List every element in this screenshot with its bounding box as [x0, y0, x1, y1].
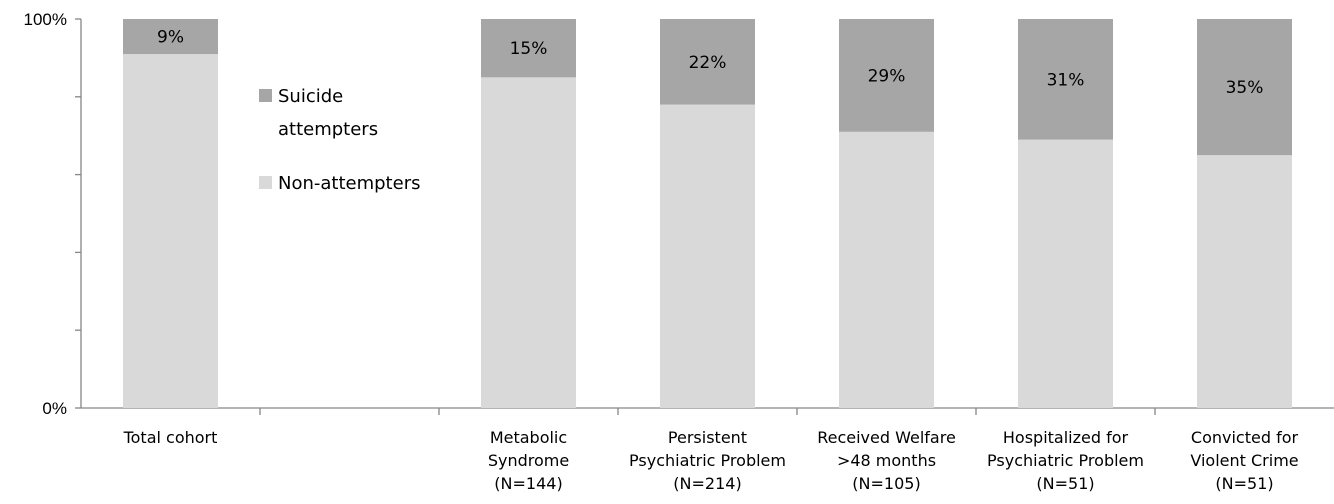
- x-category-label: Metabolic: [490, 428, 567, 447]
- bar-non-attempters: [123, 54, 218, 408]
- bar-suicide-attempters: [839, 19, 934, 132]
- data-label: 9%: [157, 28, 184, 48]
- legend-swatch-suicide-attempters: [259, 89, 272, 102]
- data-label: 29%: [868, 66, 906, 86]
- chart-legend: Suicide attempters Non-attempters: [259, 86, 420, 194]
- bar-non-attempters: [1018, 139, 1113, 408]
- bar-suicide-attempters: [1197, 19, 1292, 156]
- x-category-label: Syndrome: [488, 451, 569, 470]
- bar-suicide-attempters: [660, 19, 755, 105]
- x-category-label: Violent Crime: [1190, 451, 1298, 470]
- bar-non-attempters: [660, 104, 755, 408]
- bar-non-attempters: [1197, 155, 1292, 408]
- chart-bars: [123, 19, 1292, 408]
- x-category-label: (N=51): [1036, 474, 1094, 493]
- legend-label-non-attempters: Non-attempters: [278, 173, 420, 194]
- data-label: 15%: [510, 39, 548, 59]
- bar-non-attempters: [839, 131, 934, 408]
- bar-suicide-attempters: [481, 19, 576, 78]
- y-tick-label-max: 100%: [24, 10, 67, 29]
- x-category-label: Persistent: [668, 428, 747, 447]
- x-category-label: Psychiatric Problem: [987, 451, 1144, 470]
- legend-label-suicide-attempters: attempters: [278, 119, 378, 140]
- x-category-label: Received Welfare: [817, 428, 956, 447]
- x-category-label: Convicted for: [1191, 428, 1299, 447]
- bar-suicide-attempters: [1018, 19, 1113, 140]
- bar-suicide-attempters: [123, 19, 218, 55]
- legend-label-suicide-attempters: Suicide: [278, 86, 343, 107]
- chart-labels: 9% Total cohort 15% Metabolic Syndrome (N=144…: [123, 28, 1299, 493]
- y-tick-label-min: 0%: [42, 399, 67, 418]
- data-label: 22%: [689, 53, 727, 73]
- legend-swatch-non-attempters: [259, 176, 272, 189]
- x-category-label: (N=214): [673, 474, 741, 493]
- x-category-label: >48 months: [837, 451, 936, 470]
- x-category-label: (N=51): [1215, 474, 1273, 493]
- bar-non-attempters: [481, 77, 576, 408]
- x-category-label: Total cohort: [123, 428, 218, 447]
- x-category-label: Psychiatric Problem: [629, 451, 786, 470]
- x-category-label: (N=105): [852, 474, 920, 493]
- data-label: 31%: [1047, 70, 1085, 90]
- x-category-label: (N=144): [494, 474, 562, 493]
- data-label: 35%: [1226, 78, 1264, 98]
- x-category-label: Hospitalized for: [1003, 428, 1129, 447]
